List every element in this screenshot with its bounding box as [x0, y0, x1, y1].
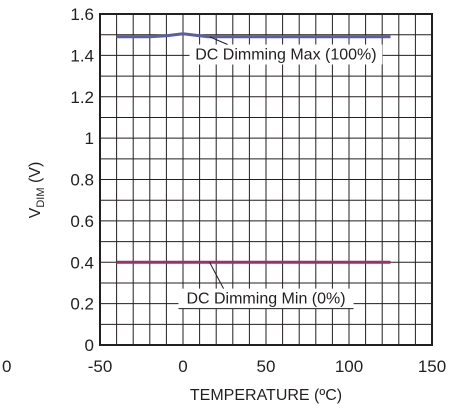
partial-left-label: 0: [2, 357, 11, 376]
y-tick-label: 0.2: [70, 295, 94, 314]
annotation-label: DC Dimming Max (100%): [195, 47, 376, 64]
annotation-background: [178, 288, 354, 309]
x-tick-label: 100: [335, 357, 363, 376]
x-tick-label: 50: [257, 357, 276, 376]
plot-frame: [99, 13, 433, 346]
y-axis-label-unit: (V): [27, 162, 44, 188]
y-tick-label: 1: [85, 129, 94, 148]
y-tick-label: 1.2: [70, 88, 94, 107]
y-axis-label-sub: DIM: [35, 187, 47, 207]
y-tick-label: 0.6: [70, 212, 94, 231]
y-axis-label: VDIM (V): [27, 162, 47, 219]
series-line-max: [116, 32, 391, 39]
x-tick-labels: -50 0 50 100 150: [88, 357, 446, 376]
x-tick-label: -50: [88, 357, 113, 376]
x-tick-label: 150: [418, 357, 446, 376]
annotation-background: [189, 44, 383, 65]
y-tick-labels: 0 0.2 0.4 0.6 0.8 1 1.2 1.4 1.6: [70, 5, 94, 355]
annotation-layer: DC Dimming Max (100%) DC Dimming Min (0%): [178, 36, 383, 310]
y-axis-label-main: V: [27, 207, 44, 218]
x-axis-label: TEMPERATURE (ºC): [190, 387, 342, 404]
series-layer: [116, 32, 391, 264]
y-tick-label: 0.8: [70, 171, 94, 190]
y-tick-label: 0.4: [70, 253, 94, 272]
annotation-leader: [209, 262, 225, 289]
annotation-leader: [209, 36, 228, 45]
x-tick-label: 0: [178, 357, 187, 376]
y-tick-label: 0: [85, 336, 94, 355]
y-tick-label: 1.6: [70, 5, 94, 24]
annotation-label: DC Dimming Min (0%): [186, 291, 345, 308]
y-tick-label: 1.4: [70, 46, 94, 65]
